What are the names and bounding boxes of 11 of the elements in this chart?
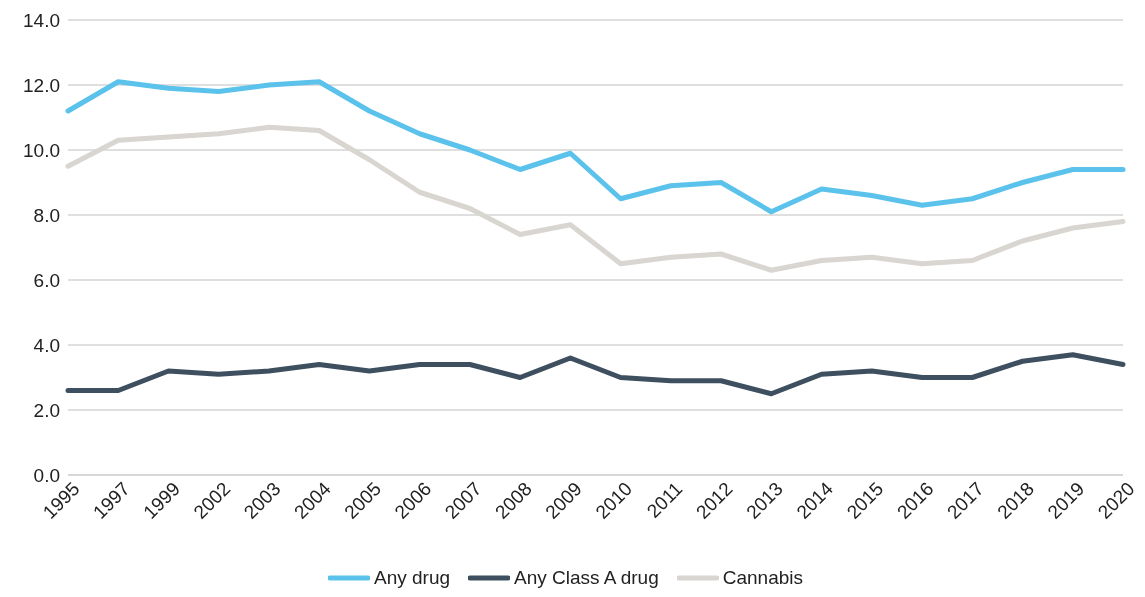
y-tick-label: 12.0 <box>23 74 60 96</box>
y-tick-label: 10.0 <box>23 139 60 161</box>
legend-label: Any Class A drug <box>514 567 659 589</box>
y-tick-label: 14.0 <box>23 9 60 31</box>
y-tick-label: 0.0 <box>33 464 60 486</box>
y-tick-label: 6.0 <box>33 269 60 291</box>
y-tick-label: 2.0 <box>33 399 60 421</box>
legend-label: Any drug <box>373 567 451 589</box>
legend-label: Cannabis <box>722 567 804 589</box>
y-tick-label: 4.0 <box>33 334 60 356</box>
y-tick-label: 8.0 <box>33 204 60 226</box>
